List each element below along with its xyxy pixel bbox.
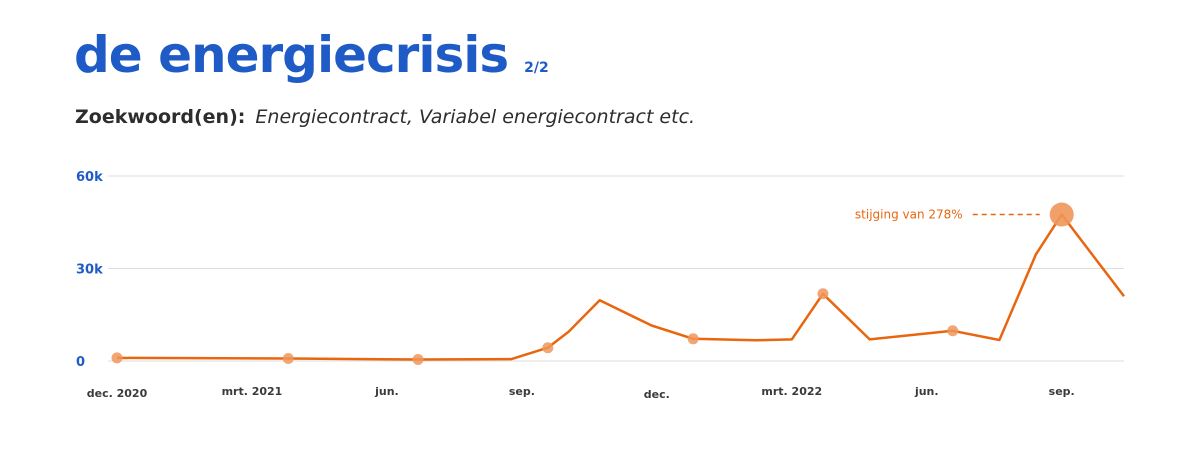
data-point	[687, 333, 699, 345]
page-title: de energiecrisis	[74, 26, 509, 84]
y-tick-label: 30k	[76, 263, 103, 278]
subtitle: Zoekwoord(en): Energiecontract, Variabel…	[75, 106, 695, 128]
x-tick-label: mrt. 2021	[222, 385, 283, 398]
y-tick-label: 60k	[76, 170, 103, 185]
x-tick-label: jun.	[374, 385, 399, 398]
data-point	[817, 288, 829, 300]
data-point	[412, 353, 424, 365]
x-tick-label: jun.	[914, 385, 939, 398]
x-tick-label: dec. 2020	[87, 387, 148, 400]
data-point	[947, 325, 959, 337]
data-point	[542, 342, 554, 354]
data-point	[111, 352, 123, 364]
y-tick-label: 0	[76, 355, 85, 370]
page-indicator: 2/2	[524, 60, 549, 76]
x-tick-label: mrt. 2022	[761, 385, 822, 398]
keywords-value: Energiecontract, Variabel energiecontrac…	[255, 106, 696, 128]
x-tick-label: sep.	[1049, 385, 1075, 398]
keywords-label: Zoekwoord(en):	[75, 106, 246, 128]
x-tick-label: sep.	[509, 385, 535, 398]
title-row: de energiecrisis 2/2	[74, 30, 549, 80]
x-tick-label: dec.	[644, 388, 670, 401]
data-point	[282, 353, 294, 365]
peak-marker	[1049, 202, 1074, 227]
annotation-text: stijging van 278%	[855, 208, 963, 222]
series-line	[116, 213, 1125, 361]
